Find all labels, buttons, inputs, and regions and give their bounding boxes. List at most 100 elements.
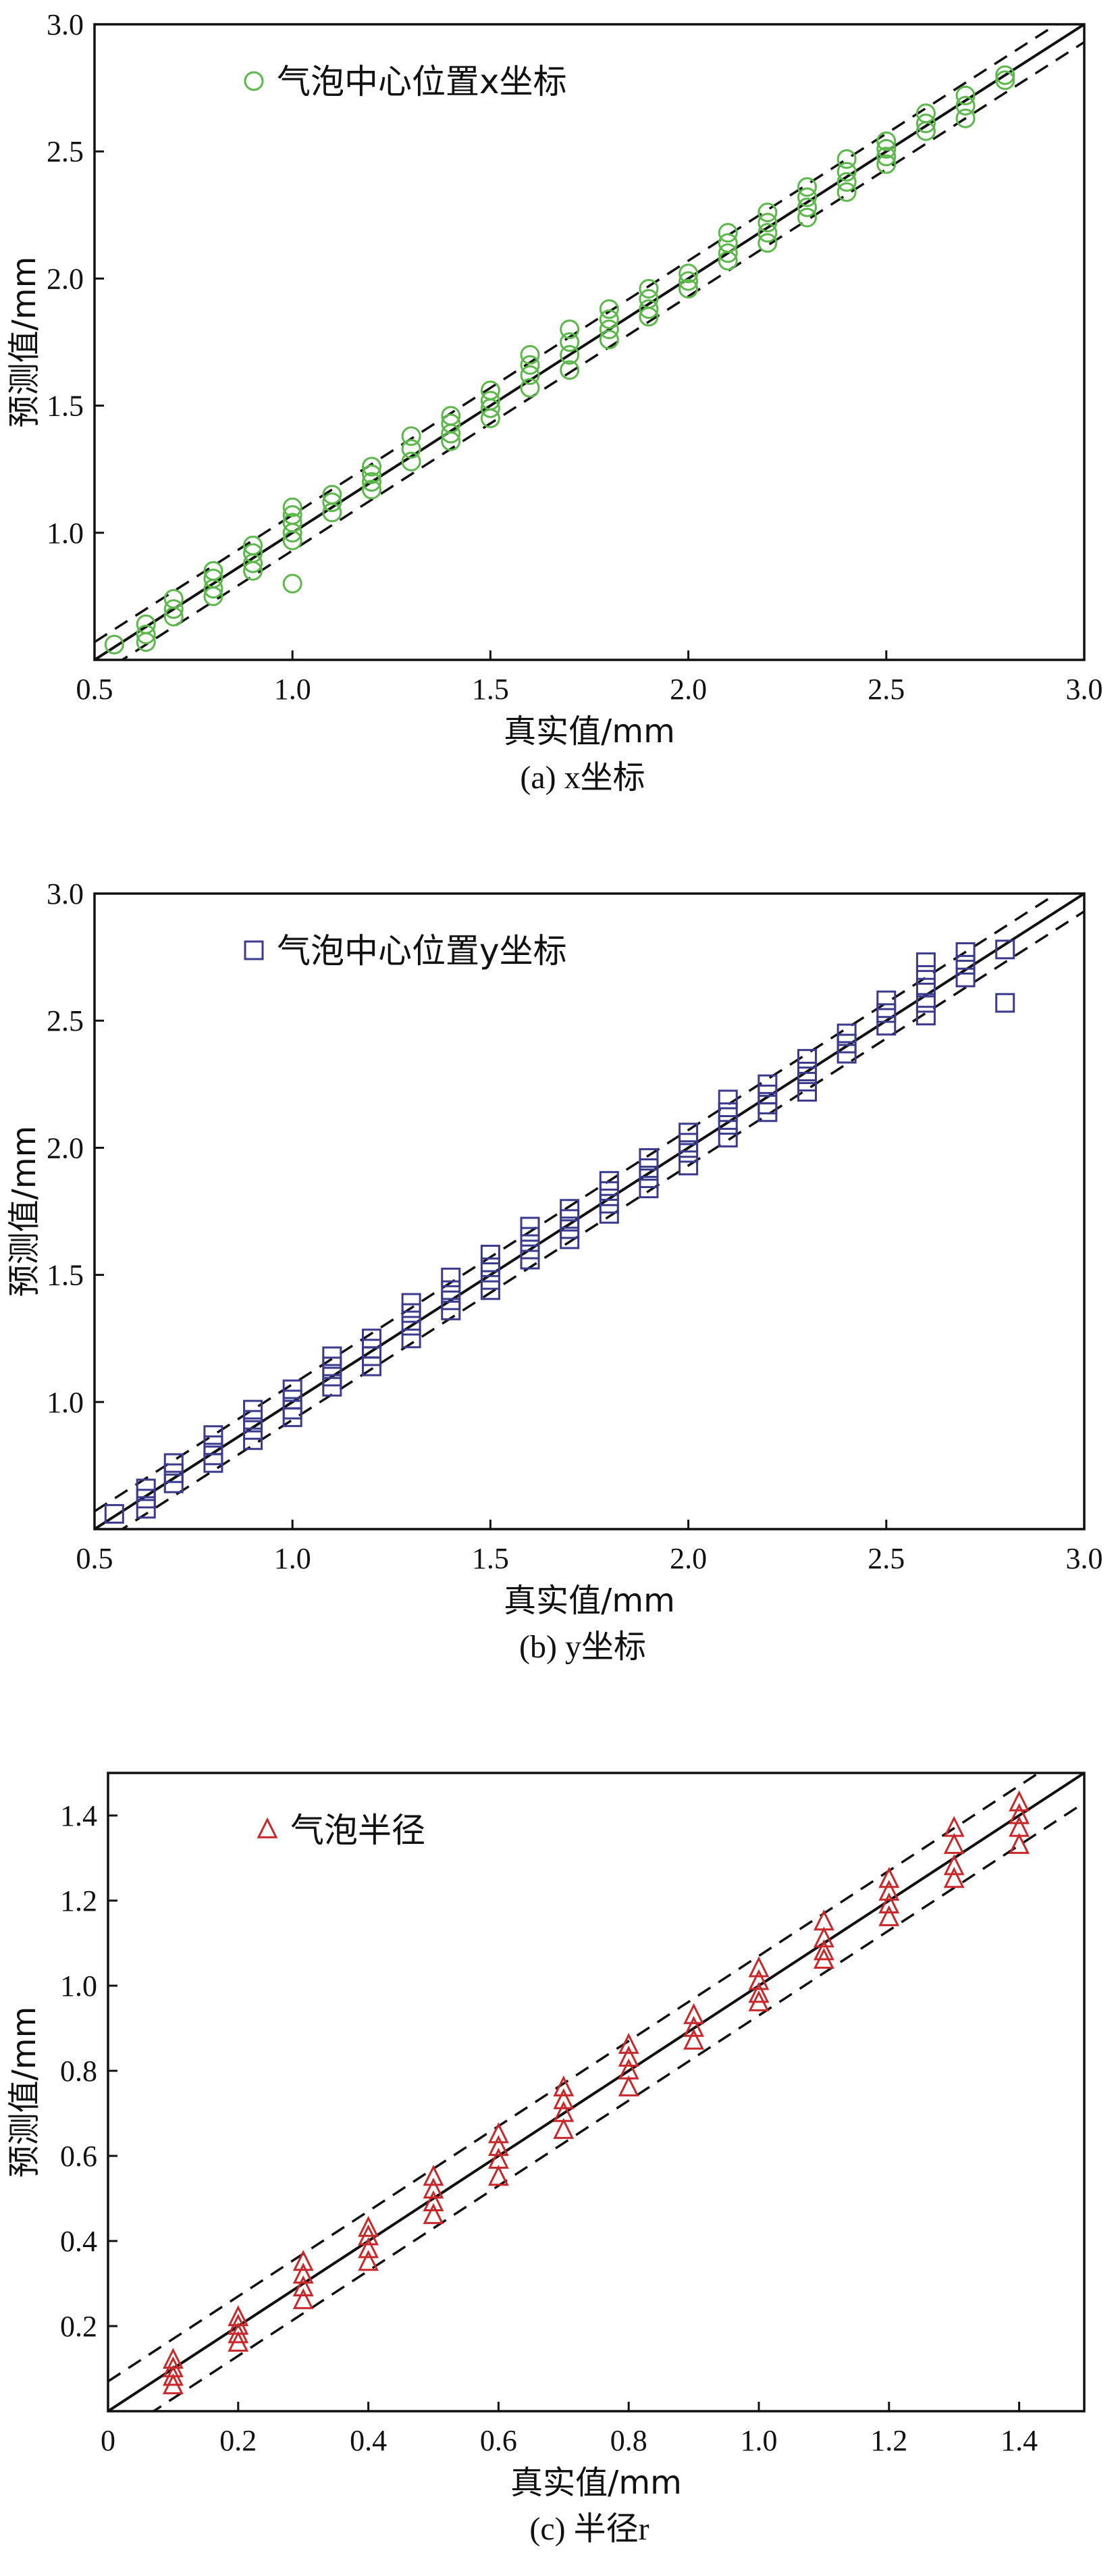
x-axis-label: 真实值/mm [504,1582,675,1620]
data-point [995,70,1015,91]
data-point [322,492,342,513]
data-point [718,1115,738,1135]
band-upper-line [108,1773,1041,2383]
data-point [560,360,580,380]
data-point [943,1832,965,1854]
x-tick-label: 2.5 [868,673,905,706]
data-point [243,1399,263,1420]
chart-panel-a: 0.5 1.0 1.5 2.0 2.5 3.0 1.0 1.5 2.0 2.5 3.0 真实值/mm 预… [5,8,1103,796]
plot-area [108,1773,1084,2411]
legend: 气泡中心位置y坐标 [244,931,567,971]
data-point [203,1453,223,1473]
chart-panel-c: 0 0.2 0.4 0.6 0.8 1.0 1.2 1.4 0.2 0.4 0.6 0.8 1.0 1.2… [5,1772,1086,2547]
data-point [836,1044,857,1064]
x-tick-label: 1.5 [472,673,509,706]
data-point [560,1229,580,1250]
data-point [136,1478,156,1499]
data-point [915,113,936,134]
y-tick-label: 2.0 [47,1131,84,1164]
data-point [163,607,184,627]
panel-caption: (b) y坐标 [519,1629,646,1665]
panel-caption: (c) 半径r [529,2511,649,2547]
data-point [876,131,897,151]
data-point [441,423,461,444]
data-point [639,1148,659,1168]
data-point [599,1181,619,1201]
data-point [748,1969,770,1990]
data-point [718,1127,738,1148]
data-point [678,1133,699,1153]
data-point [599,299,619,319]
data-point [797,197,818,217]
data-point [292,2275,314,2297]
data-point [599,330,619,350]
data-point [560,1219,580,1239]
data-point [163,1463,184,1483]
y-tick-label: 0.8 [60,2055,97,2088]
data-point [915,993,936,1013]
data-point [757,223,778,243]
data-point [480,408,500,428]
data-point [915,121,936,141]
x-tick-label: 2.0 [670,1542,707,1575]
data-point [163,589,184,609]
x-tick-label: 1.2 [870,2424,907,2457]
y-tick-label: 1.0 [47,517,84,550]
data-point [480,1244,500,1264]
data-point [423,2178,444,2199]
legend-marker [257,1817,278,1838]
y-tick-label: 1.4 [60,1799,97,1832]
x-tick-label: 0.6 [480,2424,517,2457]
data-point [836,149,857,169]
data-point [480,398,500,418]
data-point [423,2165,444,2186]
data-point [797,1072,818,1092]
data-point [915,964,936,985]
band-lower-line [119,910,1084,1529]
data-point [560,1199,580,1219]
data-point [683,2015,705,2037]
y-tick-label: 1.2 [60,1884,97,1917]
data-point [243,561,263,581]
data-point [292,2250,314,2271]
x-axis-label: 真实值/mm [510,2464,682,2502]
data-point [915,952,936,973]
band-lower-line [151,1801,1084,2411]
x-tick-label: 1.0 [274,673,311,706]
data-point [361,464,381,484]
y-tick-label: 0.4 [60,2225,97,2258]
data-point [943,1854,965,1876]
y-tick-label: 0.2 [60,2310,97,2343]
data-point [1009,1803,1030,1824]
y-axis-label: 预测值/mm [5,257,43,428]
data-point [228,2330,249,2352]
data-point [162,2365,184,2386]
data-point [836,1023,857,1044]
y-tick-label: 3.0 [47,8,84,41]
data-point [401,426,421,446]
legend: 气泡半径 [257,1811,425,1850]
y-tick-label: 3.0 [47,877,84,910]
data-point [322,1366,342,1387]
data-point [718,243,738,263]
data-point [678,278,699,299]
data-point [322,1376,342,1397]
data-point [678,1156,699,1176]
data-point [358,2224,379,2246]
plot-area [95,894,1084,1529]
x-tick-label: 1.4 [1001,2424,1038,2457]
data-point [401,1303,421,1323]
data-point [401,1316,421,1336]
x-tick-label: 0.4 [350,2424,387,2457]
data-point [599,1204,619,1224]
data-point [1009,1832,1030,1854]
data-point [797,207,818,228]
x-tick-label: 0 [101,2424,115,2457]
x-tick-label: 0.2 [219,2424,257,2457]
data-point [163,1473,184,1493]
data-point [618,2075,639,2096]
data-point [401,451,421,471]
x-tick-label: 0.8 [610,2424,647,2457]
data-point [955,967,976,987]
